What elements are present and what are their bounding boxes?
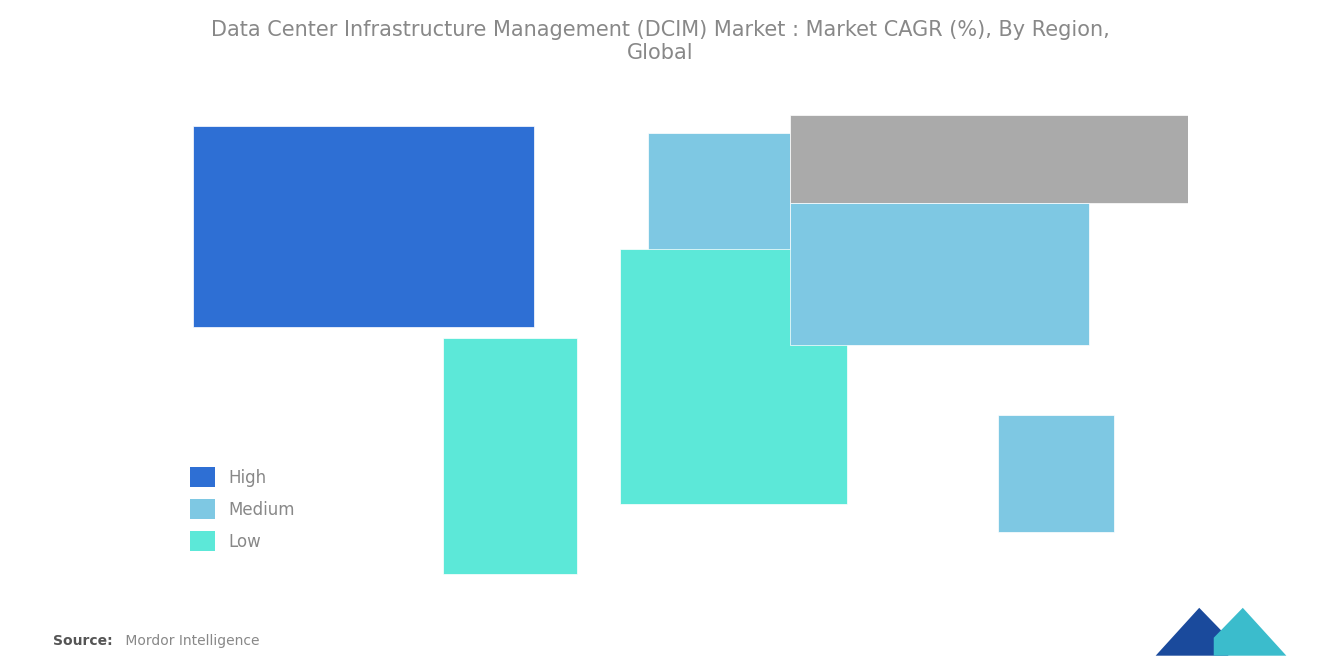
Polygon shape: [791, 115, 1188, 203]
Polygon shape: [1214, 608, 1286, 656]
Text: Source:: Source:: [53, 634, 112, 648]
Polygon shape: [1156, 608, 1228, 656]
Polygon shape: [648, 133, 791, 257]
Polygon shape: [998, 415, 1114, 532]
Legend: High, Medium, Low: High, Medium, Low: [183, 460, 302, 558]
Polygon shape: [791, 203, 1089, 344]
Text: Data Center Infrastructure Management (DCIM) Market : Market CAGR (%), By Region: Data Center Infrastructure Management (D…: [211, 20, 1109, 63]
Polygon shape: [194, 126, 535, 327]
Polygon shape: [444, 338, 577, 574]
Text: Mordor Intelligence: Mordor Intelligence: [121, 634, 260, 648]
Polygon shape: [619, 249, 847, 503]
